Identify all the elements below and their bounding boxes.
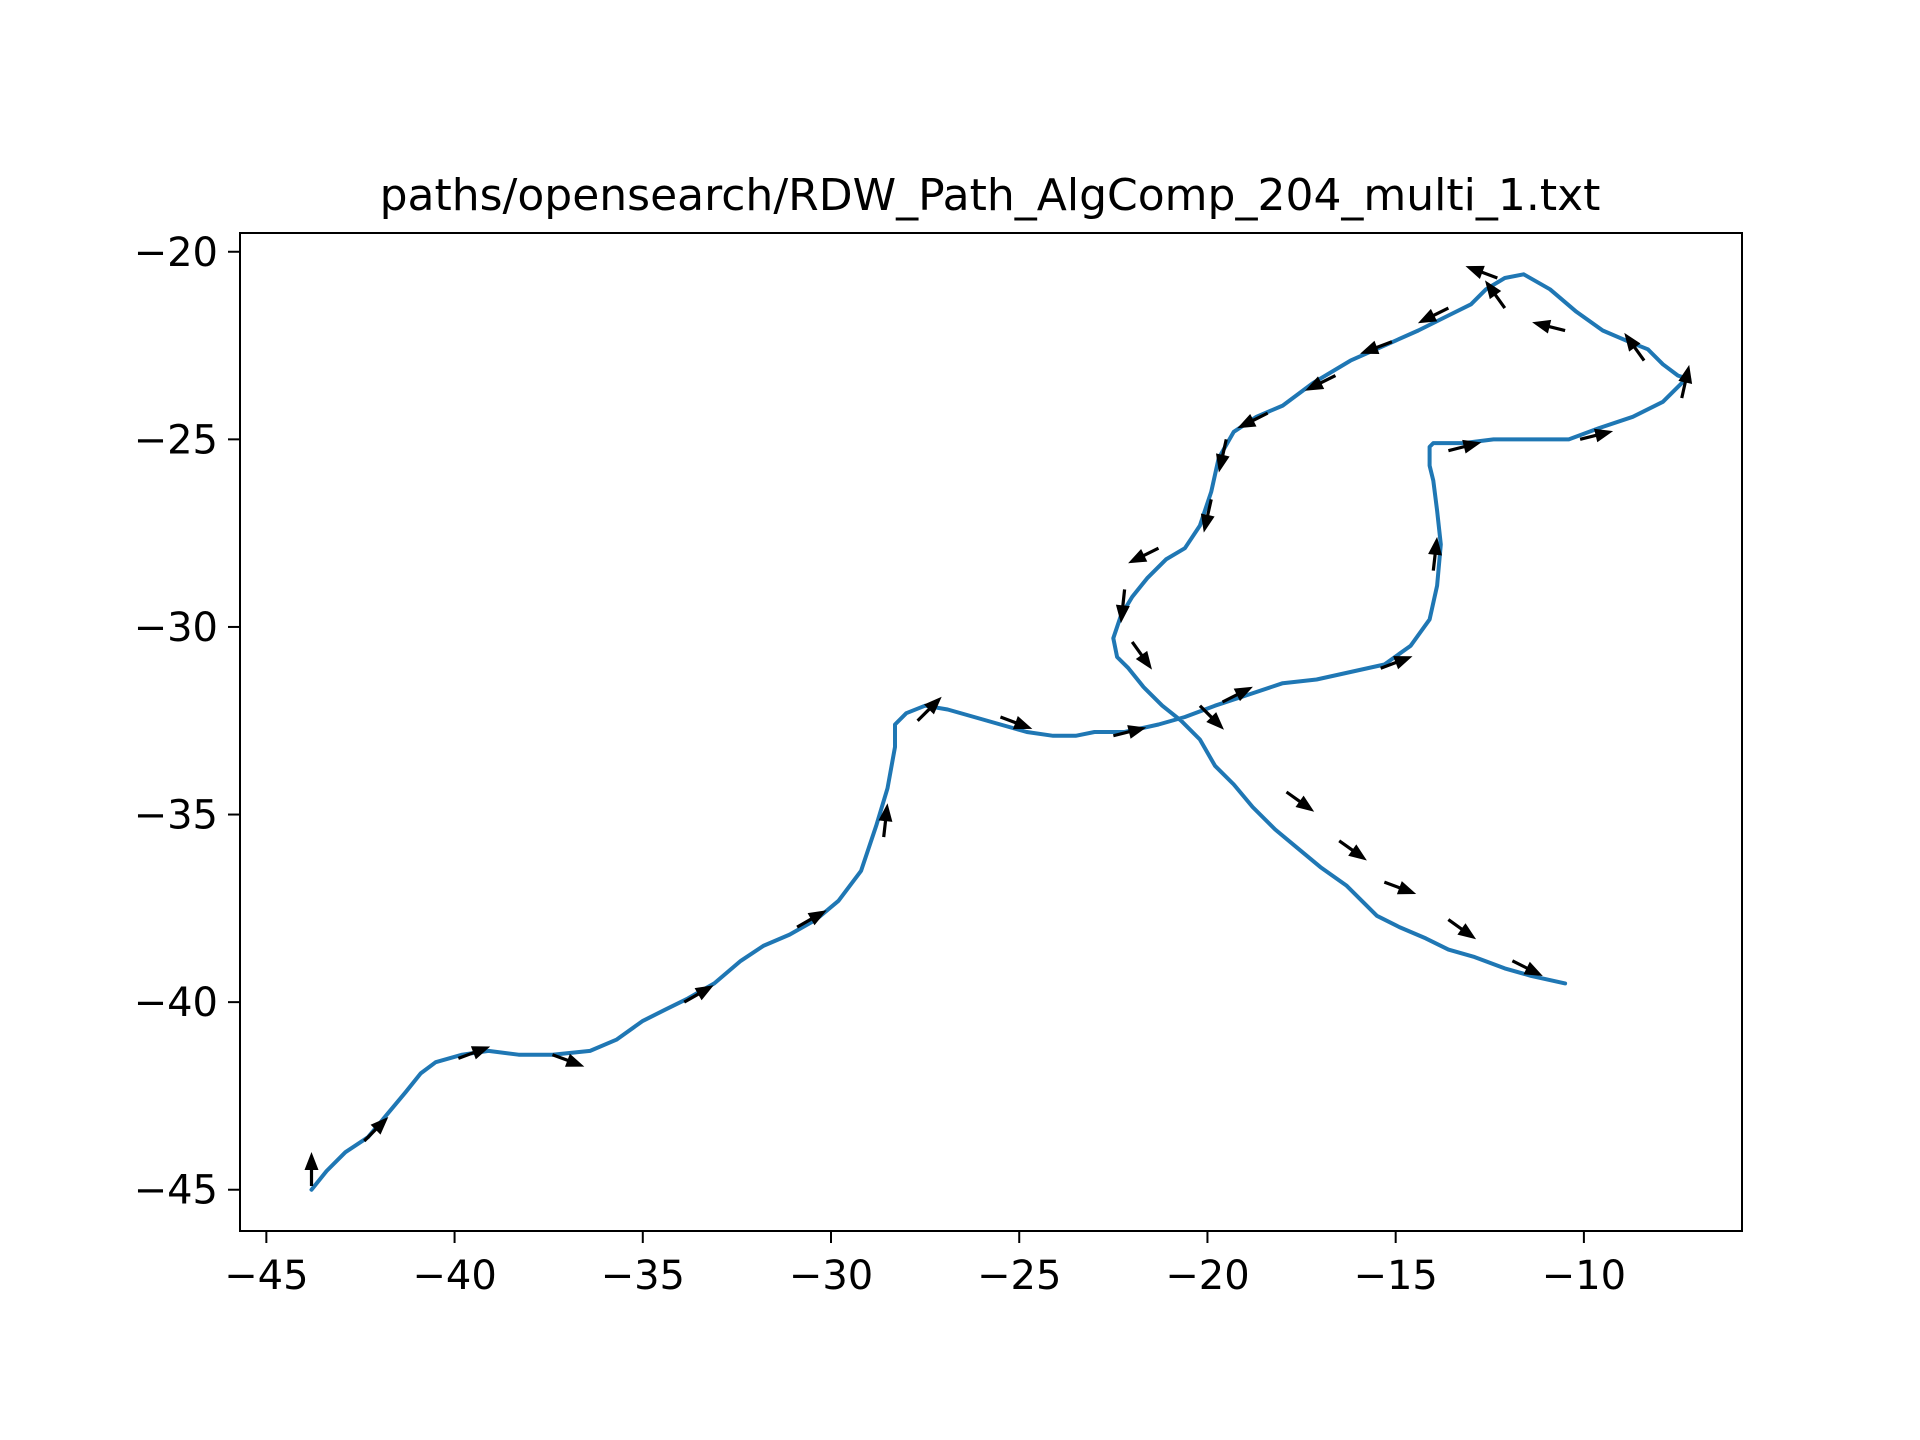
direction-arrow-7	[916, 696, 942, 722]
direction-arrow-32	[1383, 880, 1417, 895]
y-tick-label: −40	[134, 980, 218, 1026]
direction-arrow-29	[1198, 704, 1224, 730]
direction-arrow-31	[1338, 839, 1367, 861]
x-tick-label: −30	[789, 1253, 873, 1299]
direction-arrow-1	[363, 1117, 389, 1143]
direction-arrow-10	[1221, 686, 1253, 704]
direction-arrow-14	[1579, 428, 1614, 443]
direction-arrow-5	[796, 910, 827, 929]
x-tick-label: −45	[224, 1253, 308, 1299]
y-tick-label: −20	[134, 230, 218, 276]
direction-arrow-21	[1360, 340, 1393, 354]
axes-frame	[239, 232, 1743, 1232]
direction-arrow-15	[1678, 364, 1693, 399]
direction-arrow-26	[1128, 546, 1160, 564]
direction-arrow-24	[1216, 439, 1230, 473]
direction-arrow-13	[1448, 439, 1482, 454]
direction-arrow-19	[1465, 265, 1498, 280]
direction-arrow-27	[1115, 589, 1130, 624]
direction-arrow-2	[457, 1046, 491, 1060]
direction-arrow-8	[999, 715, 1033, 730]
x-tick-label: −40	[412, 1253, 496, 1299]
direction-arrow-20	[1417, 306, 1450, 324]
direction-arrow-23	[1237, 411, 1269, 429]
direction-arrow-28	[1130, 641, 1152, 670]
y-tick-label: −25	[134, 417, 218, 463]
direction-arrow-11	[1380, 656, 1413, 670]
direction-arrow-12	[1428, 536, 1442, 571]
direction-arrows	[304, 265, 1693, 1186]
direction-arrow-18	[1485, 280, 1507, 309]
direction-arrow-3	[551, 1053, 585, 1067]
direction-arrow-30	[1285, 790, 1315, 812]
x-tick-label: −20	[1165, 1253, 1249, 1299]
y-tick-label: −45	[134, 1168, 218, 1214]
direction-arrow-34	[1511, 959, 1543, 976]
direction-arrow-6	[878, 803, 893, 838]
direction-arrow-22	[1305, 374, 1337, 391]
y-tick-label: −35	[134, 793, 218, 839]
direction-arrow-16	[1624, 332, 1646, 362]
y-axis: −20 −25 −30 −35 −40 −45	[134, 230, 240, 1214]
direction-arrow-25	[1200, 499, 1215, 533]
chart-title: paths/opensearch/RDW_Path_AlgComp_204_mu…	[380, 170, 1601, 221]
direction-arrow-33	[1447, 918, 1477, 940]
path-line-0	[309, 272, 1692, 1192]
x-tick-label: −25	[977, 1253, 1061, 1299]
x-tick-label: −15	[1353, 1253, 1437, 1299]
y-tick-label: −30	[134, 605, 218, 651]
direction-arrow-4	[683, 985, 714, 1004]
plot-area	[309, 272, 1692, 1192]
x-axis: −45 −40 −35 −30 −25 −20 −15 −10	[224, 1231, 1626, 1299]
direction-arrow-0	[304, 1152, 319, 1186]
direction-arrow-9	[1113, 725, 1147, 739]
x-tick-label: −35	[601, 1253, 685, 1299]
x-tick-label: −10	[1542, 1253, 1626, 1299]
direction-arrow-17	[1532, 319, 1566, 334]
